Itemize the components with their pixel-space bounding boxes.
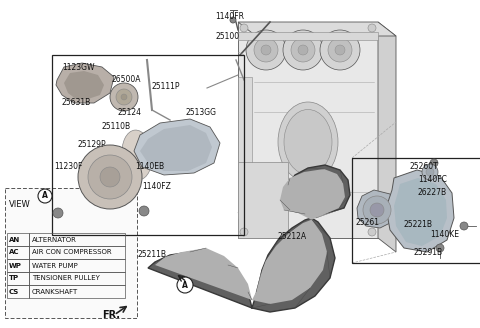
Polygon shape [64,71,104,99]
Text: 2513GG: 2513GG [185,108,216,117]
Circle shape [53,208,63,218]
Bar [5,188,137,318]
Text: 25124: 25124 [118,108,142,117]
Text: WP: WP [9,262,22,269]
Text: WATER PUMP: WATER PUMP [32,262,78,269]
Text: A: A [42,192,48,200]
Polygon shape [140,125,212,171]
Text: 25221B: 25221B [404,220,433,229]
Text: 1140FR: 1140FR [215,12,244,21]
Circle shape [328,38,352,62]
Bar [29,246,125,259]
Circle shape [363,196,391,224]
Polygon shape [238,162,288,238]
Text: VIEW: VIEW [9,200,31,209]
Circle shape [422,164,438,180]
Polygon shape [394,178,447,246]
Bar [29,233,125,246]
Bar [29,285,125,298]
Text: AN: AN [9,236,20,242]
Polygon shape [238,77,252,218]
Circle shape [78,145,142,209]
Text: 1140KE: 1140KE [430,230,459,239]
Text: FR.: FR. [102,310,120,320]
Text: 25211B: 25211B [138,250,167,259]
Text: ALTERNATOR: ALTERNATOR [32,236,77,242]
Polygon shape [148,165,350,312]
Bar [7,246,29,259]
Text: 25100: 25100 [215,32,239,41]
Circle shape [426,168,434,176]
Ellipse shape [284,110,332,174]
Text: 1140FZ: 1140FZ [142,182,171,191]
Polygon shape [134,119,220,175]
Circle shape [230,17,236,23]
Polygon shape [238,32,378,40]
Text: TENSIONER PULLEY: TENSIONER PULLEY [32,276,100,281]
Text: 1140EB: 1140EB [135,162,164,171]
Polygon shape [357,190,396,228]
Circle shape [240,228,248,236]
Bar [52,55,244,235]
Circle shape [291,38,315,62]
Text: 26500A: 26500A [112,75,142,84]
Text: 25631B: 25631B [62,98,91,107]
Polygon shape [378,22,396,252]
Polygon shape [56,63,114,103]
Text: CS: CS [9,289,19,295]
Bar [7,259,29,272]
Text: 1123GW: 1123GW [62,63,95,72]
Circle shape [110,83,138,111]
Text: TP: TP [9,276,19,281]
Bar [7,233,29,246]
Bar [29,272,125,285]
Circle shape [460,222,468,230]
Text: 11230F: 11230F [54,162,83,171]
Text: 25212A: 25212A [278,232,307,241]
Text: 25110B: 25110B [102,122,131,131]
Circle shape [121,94,127,100]
Circle shape [139,206,149,216]
Text: 25260T: 25260T [410,162,439,171]
Polygon shape [155,169,345,304]
Circle shape [283,30,323,70]
Circle shape [240,24,248,32]
Text: AIR CON COMPRESSOR: AIR CON COMPRESSOR [32,250,112,256]
Polygon shape [238,22,396,36]
Circle shape [88,155,132,199]
Circle shape [100,167,120,187]
Text: A: A [182,280,188,290]
Circle shape [368,24,376,32]
Circle shape [320,30,360,70]
Circle shape [116,89,132,105]
Bar [7,285,29,298]
Polygon shape [386,170,454,252]
Text: 25129P: 25129P [78,140,107,149]
Bar [29,259,125,272]
Text: 25261: 25261 [355,218,379,227]
Circle shape [254,38,278,62]
Text: AC: AC [9,250,20,256]
Circle shape [335,45,345,55]
Circle shape [436,244,444,252]
Bar [7,272,29,285]
Text: CRANKSHAFT: CRANKSHAFT [32,289,78,295]
Text: 25291B: 25291B [414,248,443,257]
Circle shape [38,189,52,203]
Circle shape [370,203,384,217]
Circle shape [298,45,308,55]
Polygon shape [238,22,378,238]
Bar [352,158,480,263]
Circle shape [430,159,438,167]
Circle shape [246,30,286,70]
Text: 26227B: 26227B [418,188,447,197]
Ellipse shape [278,102,338,182]
Circle shape [177,277,193,293]
Circle shape [261,45,271,55]
Ellipse shape [122,130,152,180]
Circle shape [368,228,376,236]
Text: 25111P: 25111P [152,82,180,91]
Text: 1140FC: 1140FC [418,175,447,184]
